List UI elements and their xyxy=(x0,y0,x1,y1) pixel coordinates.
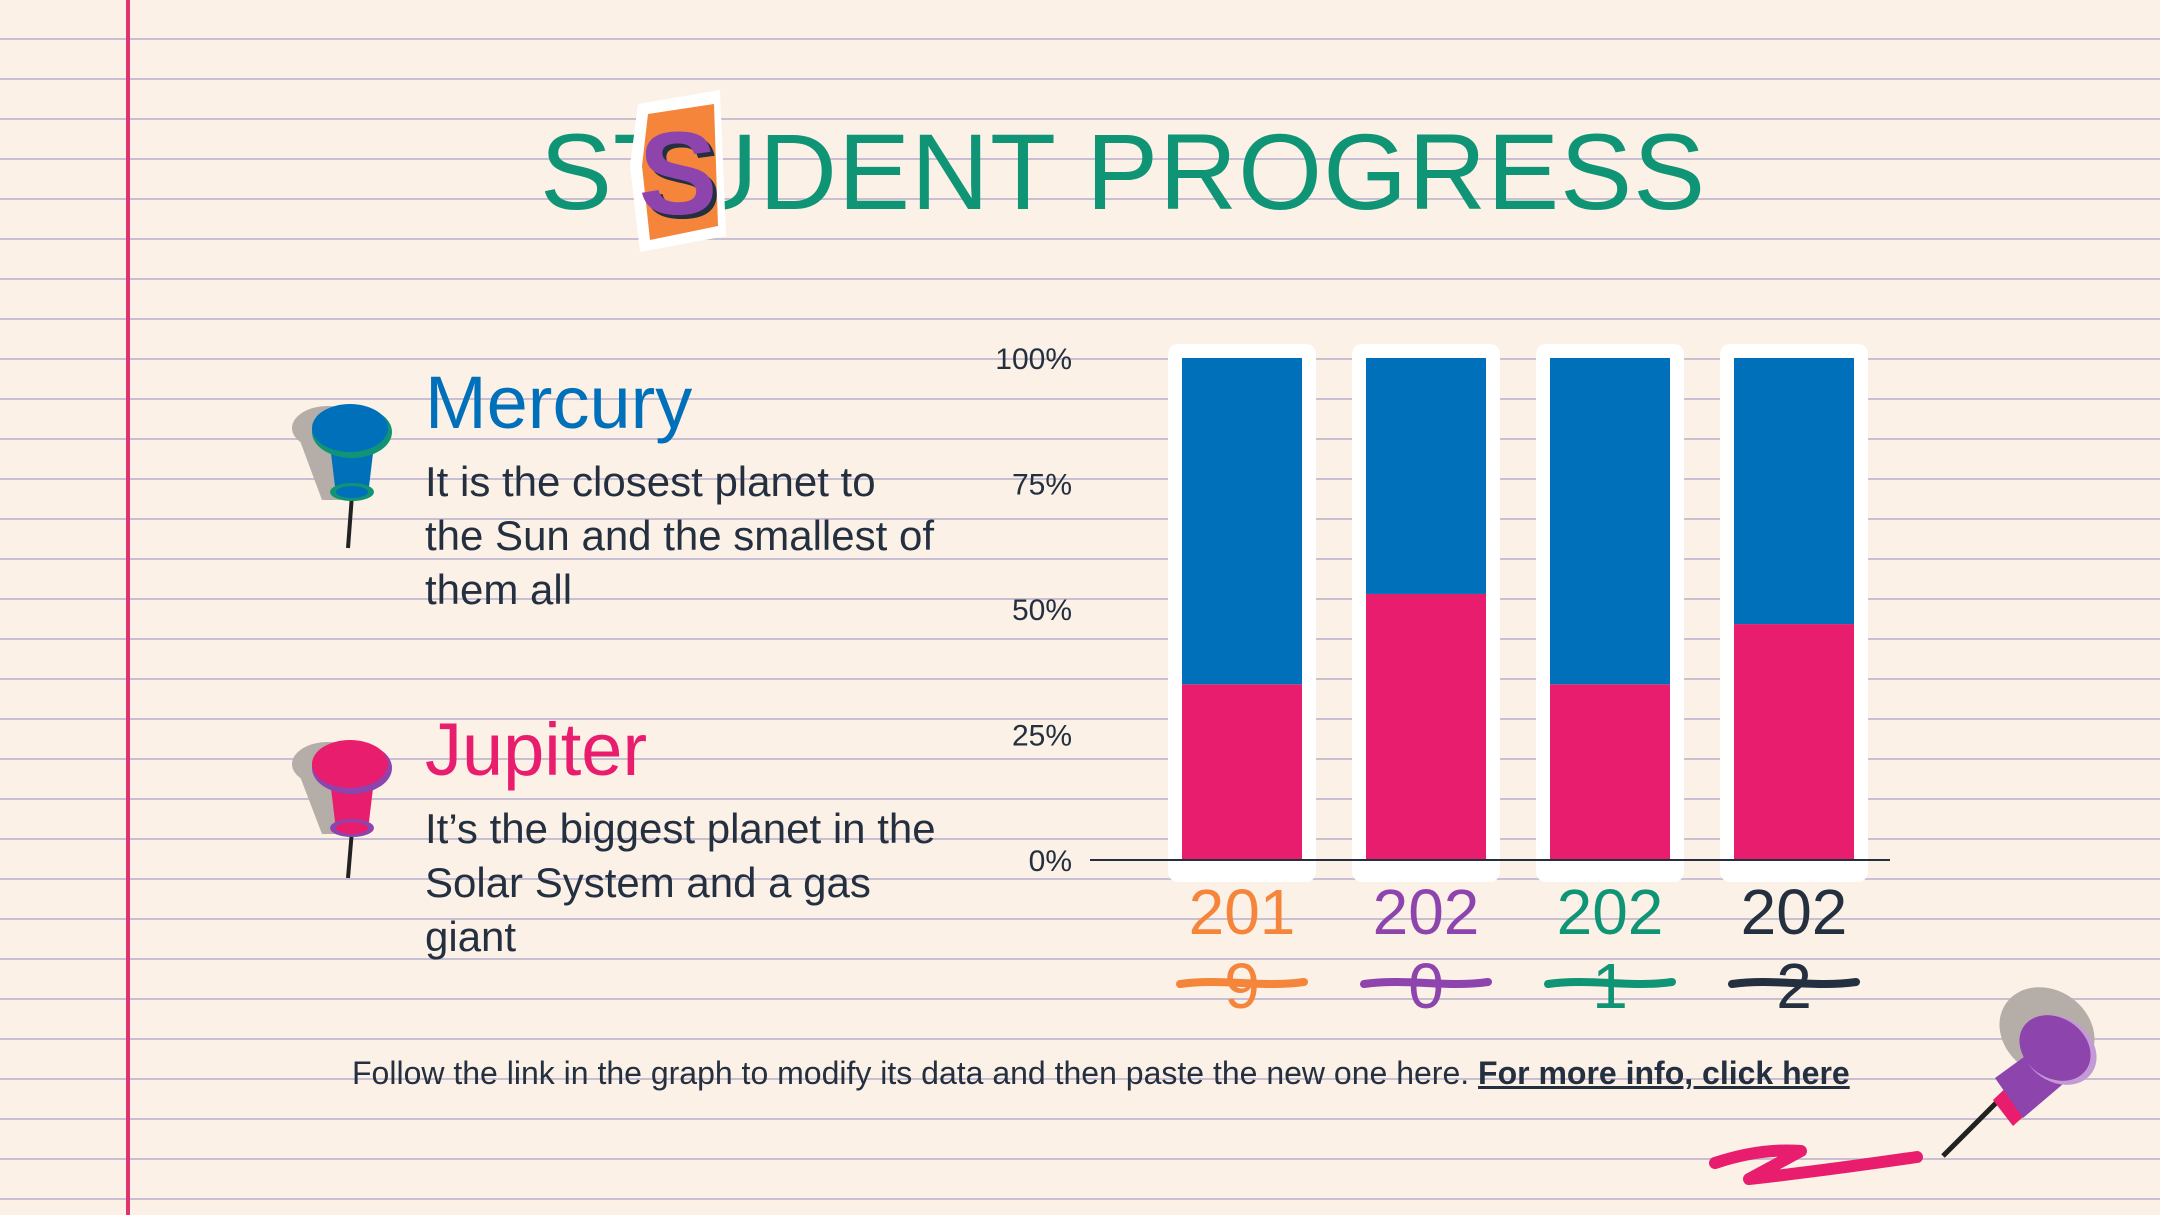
jupiter-description: It’s the biggest planet in the Solar Sys… xyxy=(425,805,936,960)
title-prefix: S xyxy=(540,111,614,232)
mercury-description: It is the closest planet to the Sun and … xyxy=(425,458,934,613)
y-tick-label: 0% xyxy=(1029,845,1072,878)
pushpin-pink-icon xyxy=(292,740,392,879)
pushpin-purple-icon xyxy=(1941,987,2097,1158)
strike-mark xyxy=(1728,978,1860,988)
bar-segment-lower xyxy=(1366,593,1486,860)
title-rest: UDENT PROGRESS xyxy=(680,111,1707,232)
notebook-margin-line xyxy=(126,0,130,1215)
bar-segment-upper xyxy=(1550,358,1670,685)
bar-segment-lower xyxy=(1182,684,1302,860)
jupiter-heading: Jupiter xyxy=(425,708,648,791)
bar-segment-lower xyxy=(1734,624,1854,860)
strike-mark xyxy=(1544,978,1676,988)
footer-text: Follow the link in the graph to modify i… xyxy=(352,1055,1479,1091)
bar-segment-lower xyxy=(1550,684,1670,860)
pink-squiggle-doodle xyxy=(1709,1144,1923,1185)
x-tick-label: 201 xyxy=(1189,876,1296,948)
svg-text:S: S xyxy=(643,112,722,244)
y-tick-label: 100% xyxy=(995,343,1072,376)
bar-segment-upper xyxy=(1366,358,1486,594)
x-tick-label: 202 xyxy=(1741,876,1848,948)
svg-text:S: S xyxy=(639,108,718,240)
x-tick-label: 202 xyxy=(1557,876,1664,948)
strike-mark xyxy=(1360,978,1492,988)
more-info-link[interactable]: For more info, click here xyxy=(1478,1055,1850,1091)
y-tick-label: 75% xyxy=(1012,469,1072,502)
strike-mark xyxy=(1176,978,1308,988)
footer-note: Follow the link in the graph to modify i… xyxy=(352,1055,1850,1092)
y-tick-label: 25% xyxy=(1012,720,1072,753)
cutout-letter-sticker-icon: S S xyxy=(630,90,726,252)
y-tick-label: 50% xyxy=(1012,594,1072,627)
mercury-heading: Mercury xyxy=(425,361,693,444)
pushpin-blue-icon xyxy=(292,404,392,549)
bar-segment-upper xyxy=(1734,358,1854,625)
x-tick-label: 202 xyxy=(1373,876,1480,948)
bar-segment-upper xyxy=(1182,358,1302,685)
